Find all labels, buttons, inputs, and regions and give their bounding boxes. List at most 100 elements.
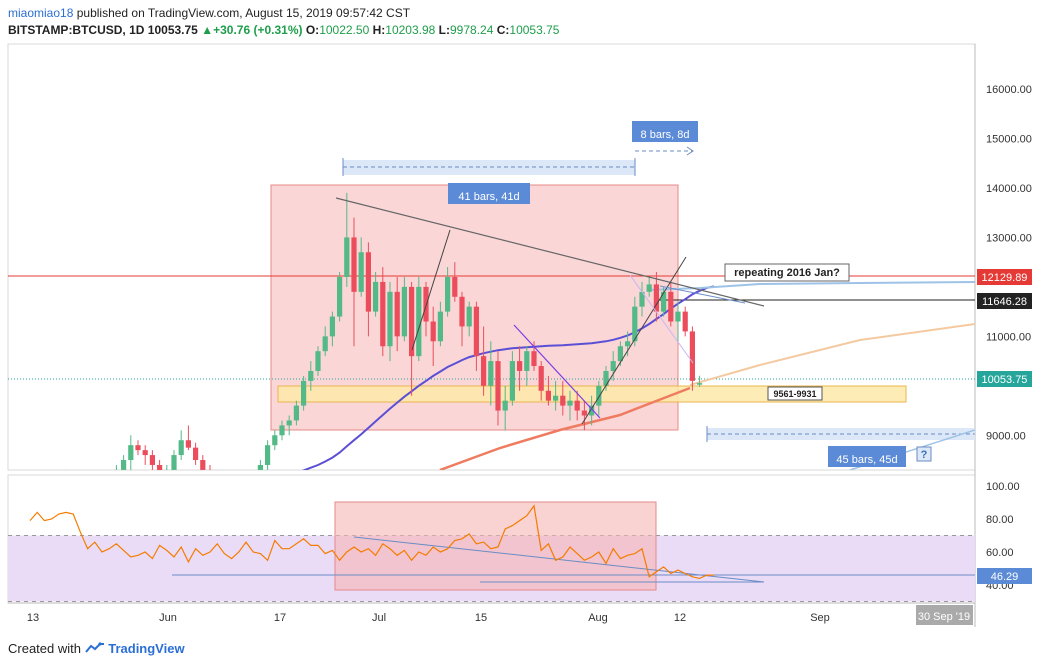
candle-body bbox=[625, 341, 631, 347]
candle-body bbox=[308, 370, 314, 381]
time-tick-label: 13 bbox=[27, 612, 39, 624]
candle-body bbox=[596, 385, 602, 406]
candle-body bbox=[200, 460, 206, 470]
price-series-group bbox=[8, 146, 975, 470]
candle-body bbox=[380, 281, 386, 347]
open-value: 10022.50 bbox=[319, 23, 370, 37]
chart-header: miaomiao18 published on TradingView.com,… bbox=[0, 0, 1045, 44]
ma-red-line bbox=[439, 386, 691, 470]
help-box bbox=[916, 446, 932, 462]
high-label: H: bbox=[372, 23, 386, 37]
level-price-label: 11646.28 bbox=[982, 296, 1027, 308]
price-tick-label: 14000.00 bbox=[986, 183, 1032, 195]
candle-body bbox=[661, 291, 667, 312]
candle-body bbox=[531, 351, 537, 367]
candle-body bbox=[344, 237, 350, 277]
candle-body bbox=[401, 286, 407, 337]
candle-body bbox=[632, 306, 638, 342]
high-value: 10203.98 bbox=[385, 23, 436, 37]
rsi-last-label: 46.29 bbox=[991, 571, 1019, 583]
candle-body bbox=[553, 395, 559, 401]
symbol-line: BITSTAMP:BTCUSD, 1D 10053.75 ▲+30.76 (+0… bbox=[8, 23, 559, 37]
measure-top-label: 41 bars, 41d bbox=[458, 191, 519, 203]
candle-body bbox=[538, 366, 544, 391]
time-tick-label: Aug bbox=[588, 612, 608, 624]
candle-body bbox=[445, 276, 451, 312]
candle-body bbox=[517, 361, 523, 371]
candle-body bbox=[697, 383, 703, 385]
time-tick-label: Jun bbox=[159, 612, 177, 624]
candle-body bbox=[646, 284, 652, 292]
time-tick-label: 15 bbox=[475, 612, 487, 624]
low-label: L: bbox=[438, 23, 450, 37]
candle-body bbox=[272, 435, 278, 446]
candle-body bbox=[185, 440, 191, 448]
pale-trendline bbox=[629, 274, 694, 364]
footer-prefix: Created with bbox=[8, 641, 81, 656]
symbol-label[interactable]: BITSTAMP:BTCUSD, 1D bbox=[8, 23, 145, 37]
candle-body bbox=[351, 237, 357, 292]
candle-body bbox=[178, 440, 184, 456]
measure-right-label-bg bbox=[632, 121, 698, 142]
candle-body bbox=[502, 400, 508, 411]
blue-trendline bbox=[659, 285, 746, 304]
candle-body bbox=[689, 331, 695, 381]
candle-body bbox=[639, 291, 645, 307]
tradingview-logo-icon bbox=[84, 641, 109, 656]
time-tick-label: 17 bbox=[274, 612, 286, 624]
descending-trendline bbox=[335, 197, 765, 307]
time-date-badge: 30 Sep '19 bbox=[918, 611, 970, 623]
candle-body bbox=[157, 464, 163, 470]
published-text: published on TradingView.com, August 15,… bbox=[76, 6, 411, 20]
time-tick-label: 12 bbox=[674, 612, 686, 624]
candle-body bbox=[373, 281, 379, 312]
question-callout: repeating 2016 Jan? bbox=[734, 267, 840, 279]
candle-body bbox=[409, 286, 415, 357]
candle-body bbox=[142, 450, 148, 456]
candle-body bbox=[452, 276, 458, 297]
time-tick-label: Sep bbox=[810, 612, 830, 624]
candle-body bbox=[207, 469, 213, 470]
candle-body bbox=[193, 447, 199, 461]
candle-body bbox=[329, 316, 335, 337]
candle-body bbox=[473, 306, 479, 357]
measure-bottom-label-bg bbox=[828, 446, 906, 467]
open-label: O: bbox=[305, 23, 320, 37]
candle-body bbox=[387, 291, 393, 347]
candle-body bbox=[279, 425, 285, 436]
candle-body bbox=[365, 252, 371, 312]
price-tick-label: 16000.00 bbox=[986, 84, 1032, 96]
candle-body bbox=[164, 469, 170, 470]
rising-trendline bbox=[581, 256, 687, 425]
trendline-small bbox=[411, 229, 451, 351]
candle-body bbox=[574, 400, 580, 411]
candle-body bbox=[315, 351, 321, 371]
footer-brand[interactable]: TradingView bbox=[108, 641, 185, 656]
candle-body bbox=[481, 356, 487, 386]
rsi-tick-label: 60.00 bbox=[986, 547, 1014, 559]
candle-body bbox=[581, 410, 587, 416]
candle-body bbox=[675, 311, 681, 322]
candle-body bbox=[437, 311, 443, 342]
last-price-label: 10053.75 bbox=[982, 374, 1028, 386]
zone-callout: 9561-9931 bbox=[773, 389, 816, 399]
rsi-series-group bbox=[8, 501, 975, 602]
candle-body bbox=[560, 395, 566, 406]
candle-body bbox=[653, 284, 659, 312]
candle-body bbox=[603, 370, 609, 386]
price-tick-label: 9000.00 bbox=[986, 430, 1026, 442]
candle-body bbox=[257, 464, 263, 470]
candle-body bbox=[524, 351, 530, 371]
up-arrow-icon: ▲ bbox=[201, 23, 214, 37]
zone-callout-bg bbox=[767, 386, 823, 401]
rsi-line bbox=[29, 504, 714, 580]
measure-right-label: 8 bars, 8d bbox=[641, 129, 690, 141]
candle-body bbox=[358, 252, 364, 292]
rsi-tick-label: 100.00 bbox=[986, 481, 1020, 493]
candle-body bbox=[337, 276, 343, 317]
measure-top-label-bg bbox=[448, 183, 530, 204]
author-link[interactable]: miaomiao18 bbox=[8, 6, 74, 20]
range-band-top bbox=[343, 160, 635, 175]
last-price-label-bg bbox=[977, 371, 1032, 387]
